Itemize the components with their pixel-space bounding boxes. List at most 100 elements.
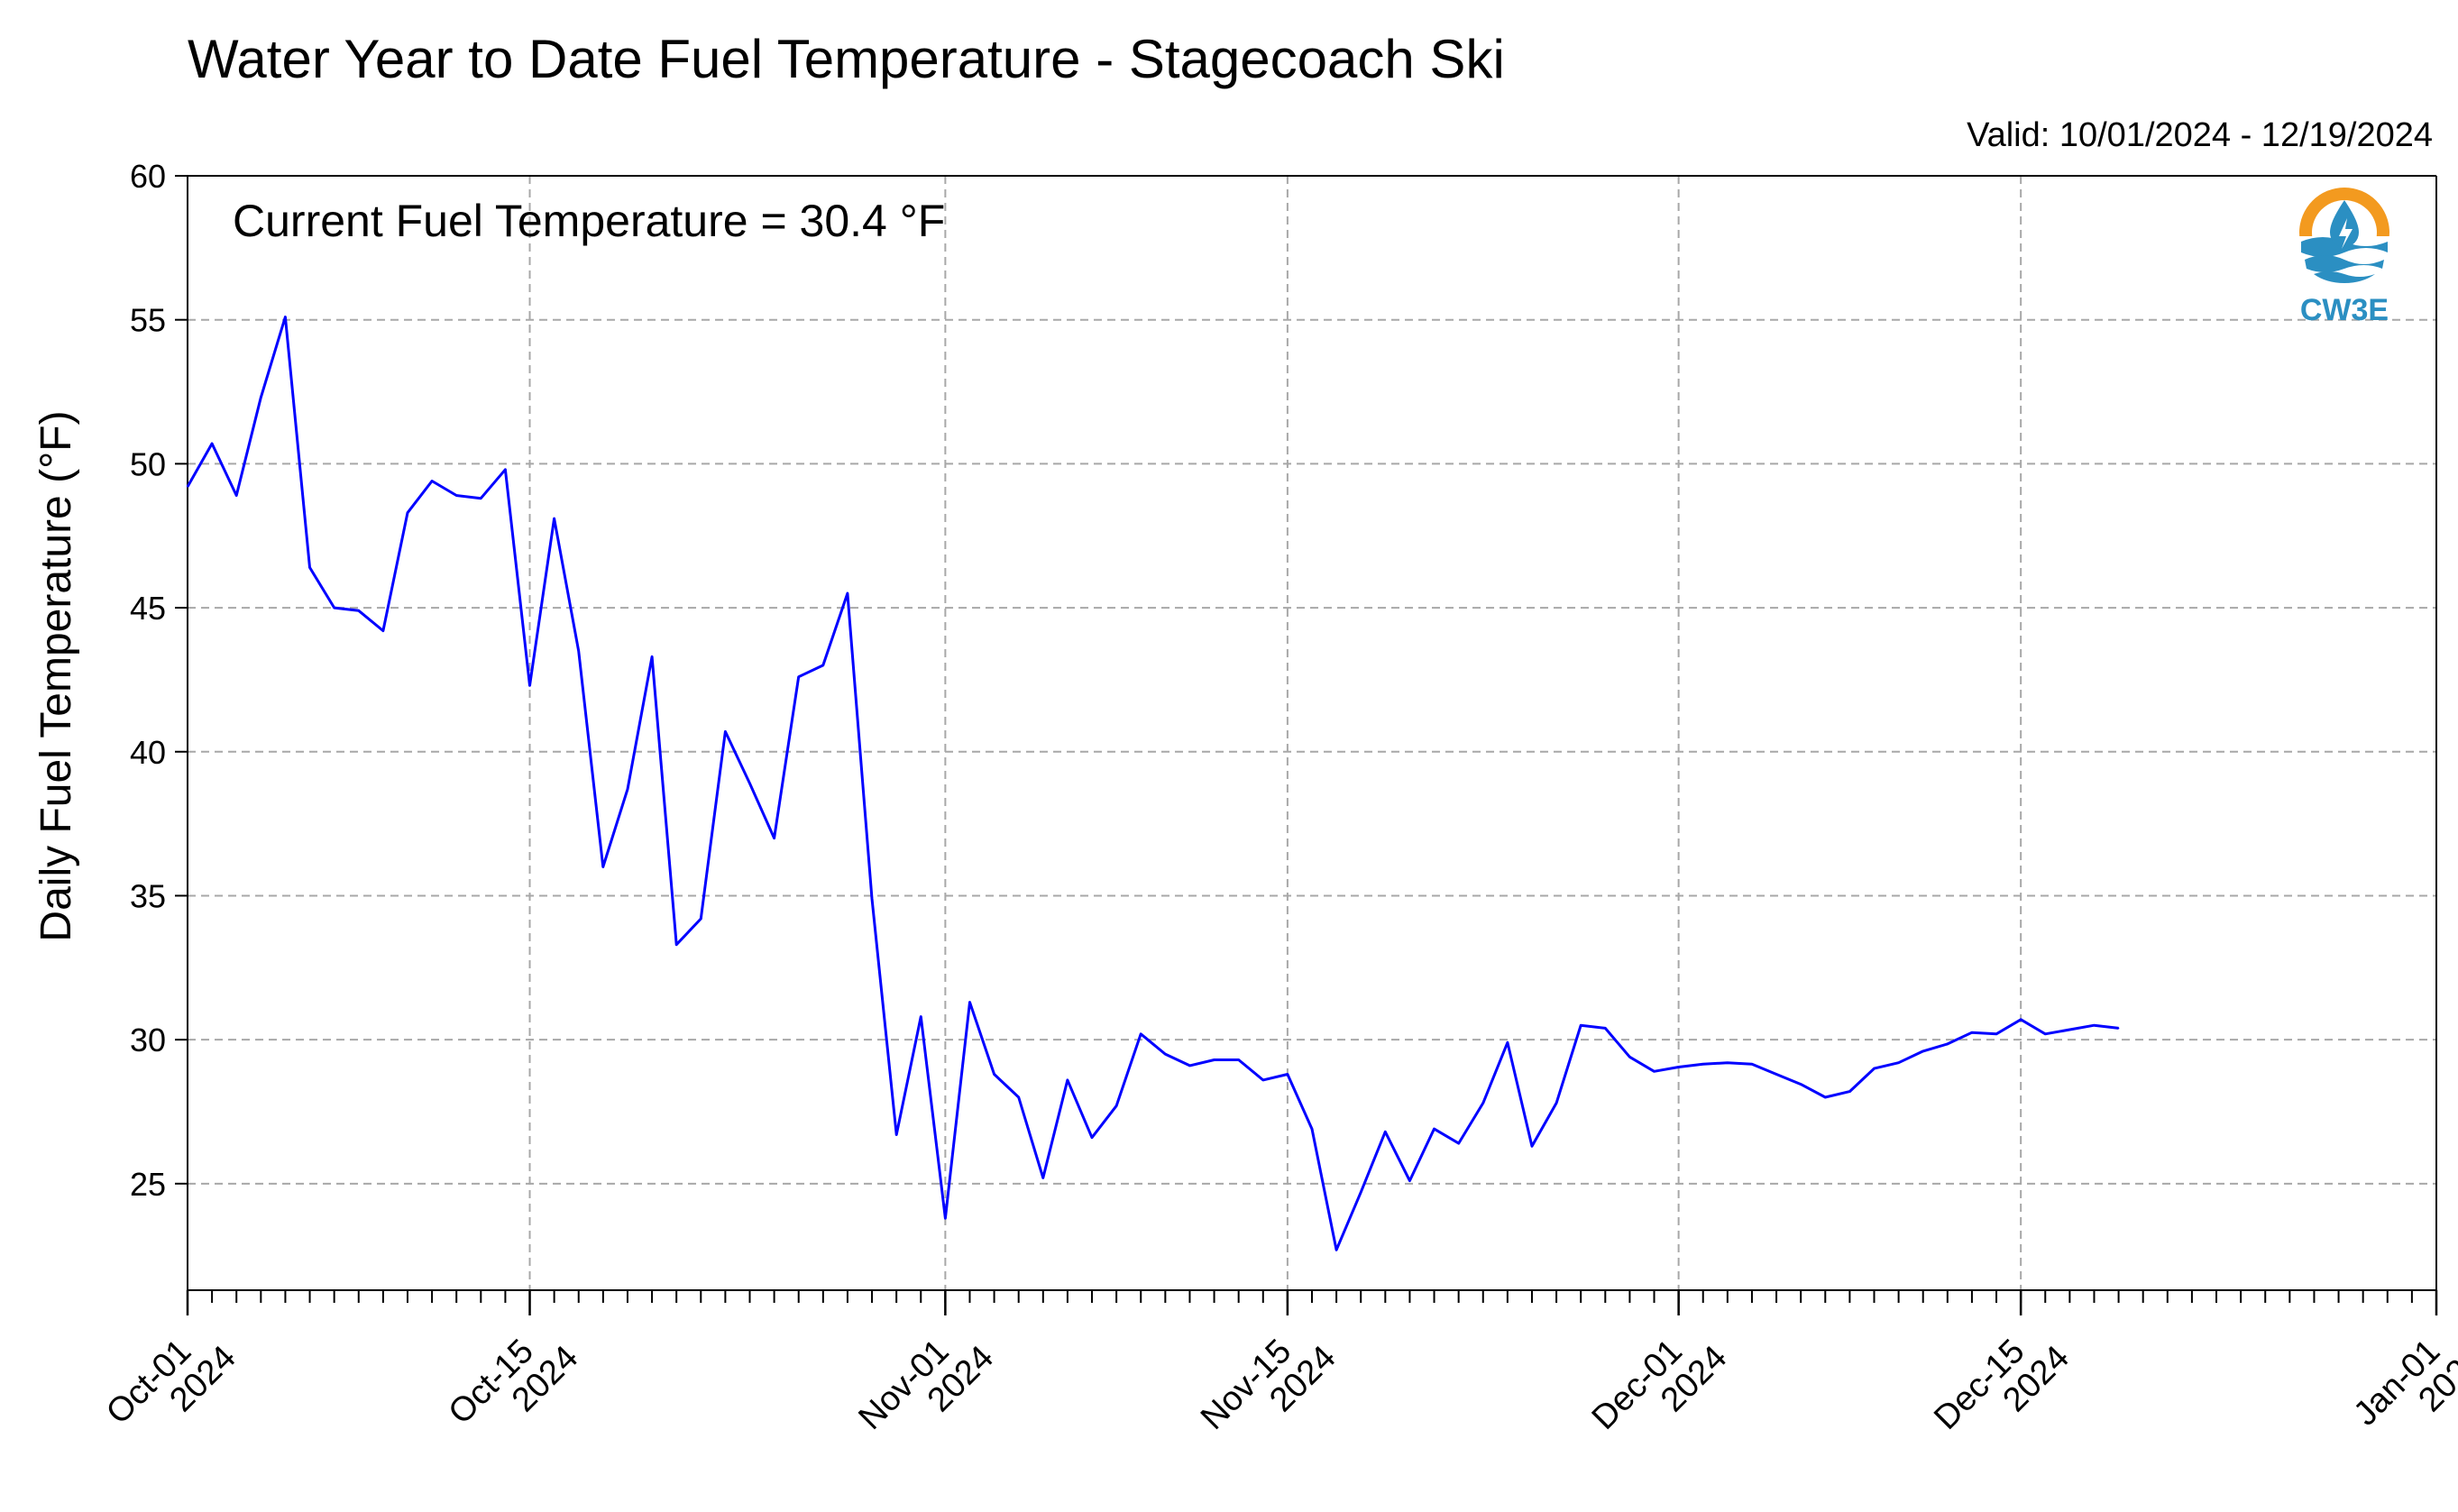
- data-point: [1971, 1031, 1973, 1033]
- data-point: [1995, 1033, 1997, 1035]
- data-point: [2093, 1024, 2096, 1026]
- chart-title: Water Year to Date Fuel Temperature - St…: [188, 29, 1505, 89]
- data-point: [431, 480, 433, 482]
- data-point: [1287, 1073, 1289, 1076]
- data-point: [553, 518, 555, 519]
- data-point: [822, 664, 824, 666]
- data-point: [2117, 1027, 2120, 1030]
- data-point: [602, 866, 604, 868]
- data-point: [308, 566, 311, 569]
- data-point: [847, 592, 848, 594]
- data-point: [407, 511, 408, 514]
- logo-wave-3: [2314, 271, 2375, 283]
- data-point: [2068, 1029, 2071, 1031]
- data-point: [187, 486, 188, 488]
- data-point: [1384, 1131, 1387, 1133]
- data-point: [1457, 1142, 1460, 1144]
- data-point: [2044, 1033, 2047, 1035]
- data-point: [1921, 1050, 1924, 1052]
- data-point: [871, 897, 873, 900]
- data-point: [211, 443, 213, 444]
- data-point: [1775, 1073, 1777, 1076]
- data-point: [1360, 1191, 1362, 1194]
- data-point: [1237, 1058, 1240, 1061]
- y-tick-label: 40: [130, 734, 166, 771]
- data-point: [920, 1015, 922, 1018]
- data-point: [1848, 1090, 1851, 1093]
- y-axis-label: Daily Fuel Temperature (°F): [32, 410, 80, 941]
- data-point: [993, 1073, 995, 1076]
- logo-wave-2: [2305, 255, 2384, 272]
- y-tick-label: 30: [130, 1022, 166, 1058]
- data-point: [235, 494, 238, 497]
- data-point: [651, 655, 653, 658]
- data-point: [1017, 1096, 1020, 1098]
- fuel-temperature-series-line: [186, 316, 2119, 1251]
- data-point: [724, 730, 727, 733]
- data-point: [260, 397, 262, 399]
- cw3e-logo-icon: CW3E: [2299, 188, 2389, 327]
- data-point: [1628, 1056, 1631, 1058]
- data-point: [1115, 1104, 1117, 1107]
- data-point: [333, 607, 335, 609]
- data-point: [1701, 1063, 1704, 1066]
- data-point: [627, 788, 628, 791]
- data-point: [1335, 1249, 1337, 1251]
- data-point: [1482, 1102, 1484, 1104]
- data-point: [1800, 1083, 1802, 1086]
- valid-date-range: Valid: 10/01/2024 - 12/19/2024: [1967, 116, 2433, 154]
- data-point: [455, 494, 458, 497]
- data-point: [1873, 1068, 1876, 1069]
- data-point: [1507, 1041, 1509, 1044]
- current-fuel-temperature-annotation: Current Fuel Temperature = 30.4 °F: [233, 196, 945, 246]
- y-tick-label: 55: [130, 302, 166, 339]
- grid-lines: [188, 176, 2436, 1290]
- y-tick-label: 35: [130, 877, 166, 914]
- y-tick-label: 50: [130, 445, 166, 482]
- data-point: [1091, 1136, 1093, 1139]
- y-tick-label: 60: [130, 158, 166, 195]
- data-point: [1947, 1043, 1949, 1045]
- logo-text: CW3E: [2300, 293, 2389, 327]
- data-point: [1824, 1096, 1827, 1098]
- data-point: [577, 650, 580, 652]
- data-point: [1555, 1102, 1557, 1104]
- data-point: [2020, 1019, 2022, 1021]
- data-point: [1751, 1063, 1753, 1066]
- logo-droplet: [2330, 200, 2359, 247]
- data-point: [480, 497, 482, 499]
- data-point: [1213, 1058, 1215, 1061]
- data-point: [1067, 1079, 1068, 1081]
- data-point: [895, 1133, 897, 1136]
- data-point: [1677, 1066, 1680, 1068]
- data-point: [528, 684, 531, 687]
- data-point: [1897, 1061, 1900, 1064]
- data-point: [748, 783, 751, 784]
- data-point: [1580, 1024, 1582, 1026]
- data-point: [773, 837, 775, 839]
- data-point: [700, 918, 702, 920]
- data-point: [1727, 1061, 1729, 1064]
- data-point: [944, 1217, 947, 1219]
- data-point: [504, 469, 507, 471]
- data-point: [675, 943, 677, 946]
- y-tick-label: 25: [130, 1166, 166, 1203]
- data-point: [1653, 1070, 1655, 1073]
- data-point: [1604, 1027, 1607, 1030]
- series-layer: [186, 316, 2120, 1251]
- data-point: [284, 316, 287, 318]
- data-point: [968, 1001, 971, 1003]
- data-point: [1042, 1177, 1044, 1179]
- data-point: [1311, 1128, 1313, 1130]
- data-point: [1531, 1145, 1533, 1148]
- data-point: [797, 675, 800, 678]
- data-point: [382, 629, 384, 632]
- y-tick-label: 45: [130, 590, 166, 627]
- data-point: [1140, 1033, 1142, 1035]
- data-point: [1164, 1053, 1167, 1055]
- logo-bolt: [2339, 218, 2353, 249]
- data-point: [1433, 1128, 1435, 1130]
- data-point: [358, 609, 360, 612]
- data-point: [1262, 1079, 1264, 1081]
